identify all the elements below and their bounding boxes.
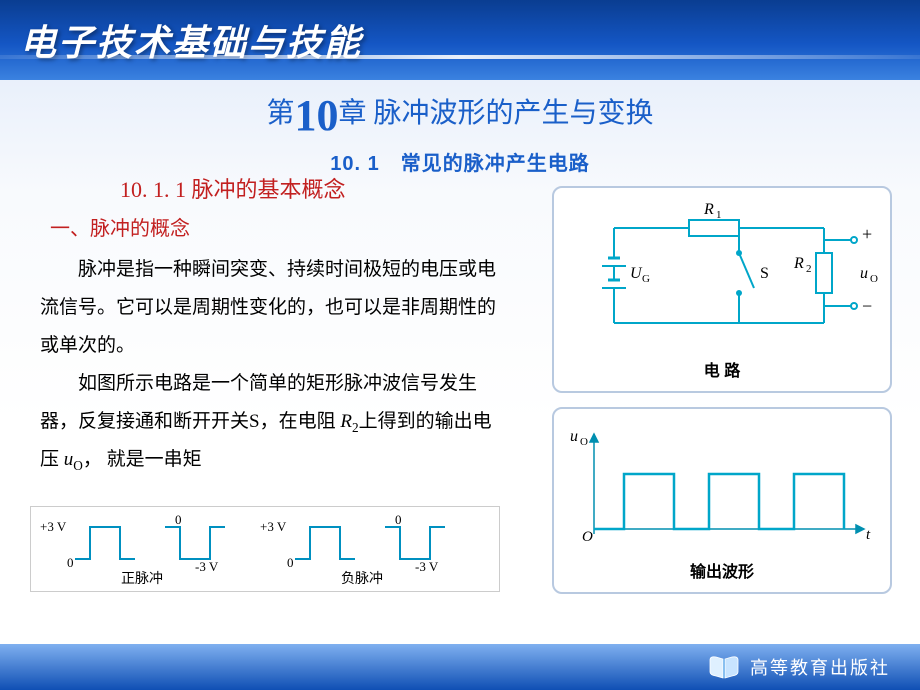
figure-column: R1 R2 UG S uO + − 电 路 xyxy=(552,186,892,608)
label-plus: + xyxy=(862,224,872,244)
svg-text:+3 V: +3 V xyxy=(260,519,287,534)
pulse-examples-diagram: +3 V 0 0 -3 V 正脉冲 +3 V 0 0 -3 V 负脉冲 xyxy=(35,509,495,589)
neg-pulse-label: 负脉冲 xyxy=(341,571,383,587)
svg-text:O: O xyxy=(870,273,878,285)
book-icon xyxy=(708,654,740,680)
paragraph-2: 如图所示电路是一个简单的矩形脉冲波信号发生器，反复接通和断开开关S，在电阻 R2… xyxy=(40,365,500,480)
svg-text:G: G xyxy=(642,273,650,285)
chapter-suffix: 章 脉冲波形的产生与变换 xyxy=(339,98,654,129)
y-axis-label: u xyxy=(570,428,578,445)
header-accent xyxy=(0,55,920,59)
paragraph-1: 脉冲是指一种瞬间突变、持续时间极短的电压或电流信号。它可以是周期性变化的，也可以… xyxy=(40,251,500,365)
svg-text:+3 V: +3 V xyxy=(40,519,67,534)
pos-pulse-label: 正脉冲 xyxy=(121,571,163,587)
subheading: 一、脉冲的概念 xyxy=(50,212,500,241)
slide-header: 电子技术基础与技能 xyxy=(0,0,920,80)
circuit-figure: R1 R2 UG S uO + − 电 路 xyxy=(552,186,892,393)
text-column: 10. 1. 1 脉冲的基本概念 一、脉冲的概念 脉冲是指一种瞬间突变、持续时间… xyxy=(30,172,500,480)
pulse-examples-figure: +3 V 0 0 -3 V 正脉冲 +3 V 0 0 -3 V 负脉冲 xyxy=(30,506,500,592)
svg-text:0: 0 xyxy=(287,555,294,570)
svg-text:0: 0 xyxy=(67,555,74,570)
svg-text:0: 0 xyxy=(395,512,402,527)
origin-label: O xyxy=(582,529,593,545)
circuit-caption: 电 路 xyxy=(564,357,880,381)
label-r2: R xyxy=(793,255,804,272)
svg-text:O: O xyxy=(580,436,588,448)
circuit-diagram: R1 R2 UG S uO + − xyxy=(564,198,880,348)
label-r1: R xyxy=(703,201,714,218)
x-axis-label: t xyxy=(866,527,871,543)
waveform-caption: 输出波形 xyxy=(564,558,880,582)
svg-text:0: 0 xyxy=(175,512,182,527)
svg-text:-3 V: -3 V xyxy=(195,559,219,574)
subsection-number: 10. 1. 1 脉冲的基本概念 xyxy=(120,172,500,204)
label-s: S xyxy=(760,265,769,282)
chapter-prefix: 第 xyxy=(266,98,294,129)
publisher-name: 高等教育出版社 xyxy=(750,654,890,680)
chapter-number: 10 xyxy=(295,91,339,140)
waveform-diagram: uO O t xyxy=(564,419,880,549)
waveform-figure: uO O t 输出波形 xyxy=(552,407,892,594)
svg-text:-3 V: -3 V xyxy=(415,559,439,574)
label-minus: − xyxy=(862,296,872,316)
slide-footer: 高等教育出版社 xyxy=(0,644,920,690)
chapter-title: 第10章 脉冲波形的产生与变换 xyxy=(0,90,920,141)
svg-text:2: 2 xyxy=(806,263,812,275)
slide-body: 第10章 脉冲波形的产生与变换 10. 1 常见的脉冲产生电路 10. 1. 1… xyxy=(0,80,920,650)
svg-text:1: 1 xyxy=(716,209,722,221)
label-uo: u xyxy=(860,265,868,282)
